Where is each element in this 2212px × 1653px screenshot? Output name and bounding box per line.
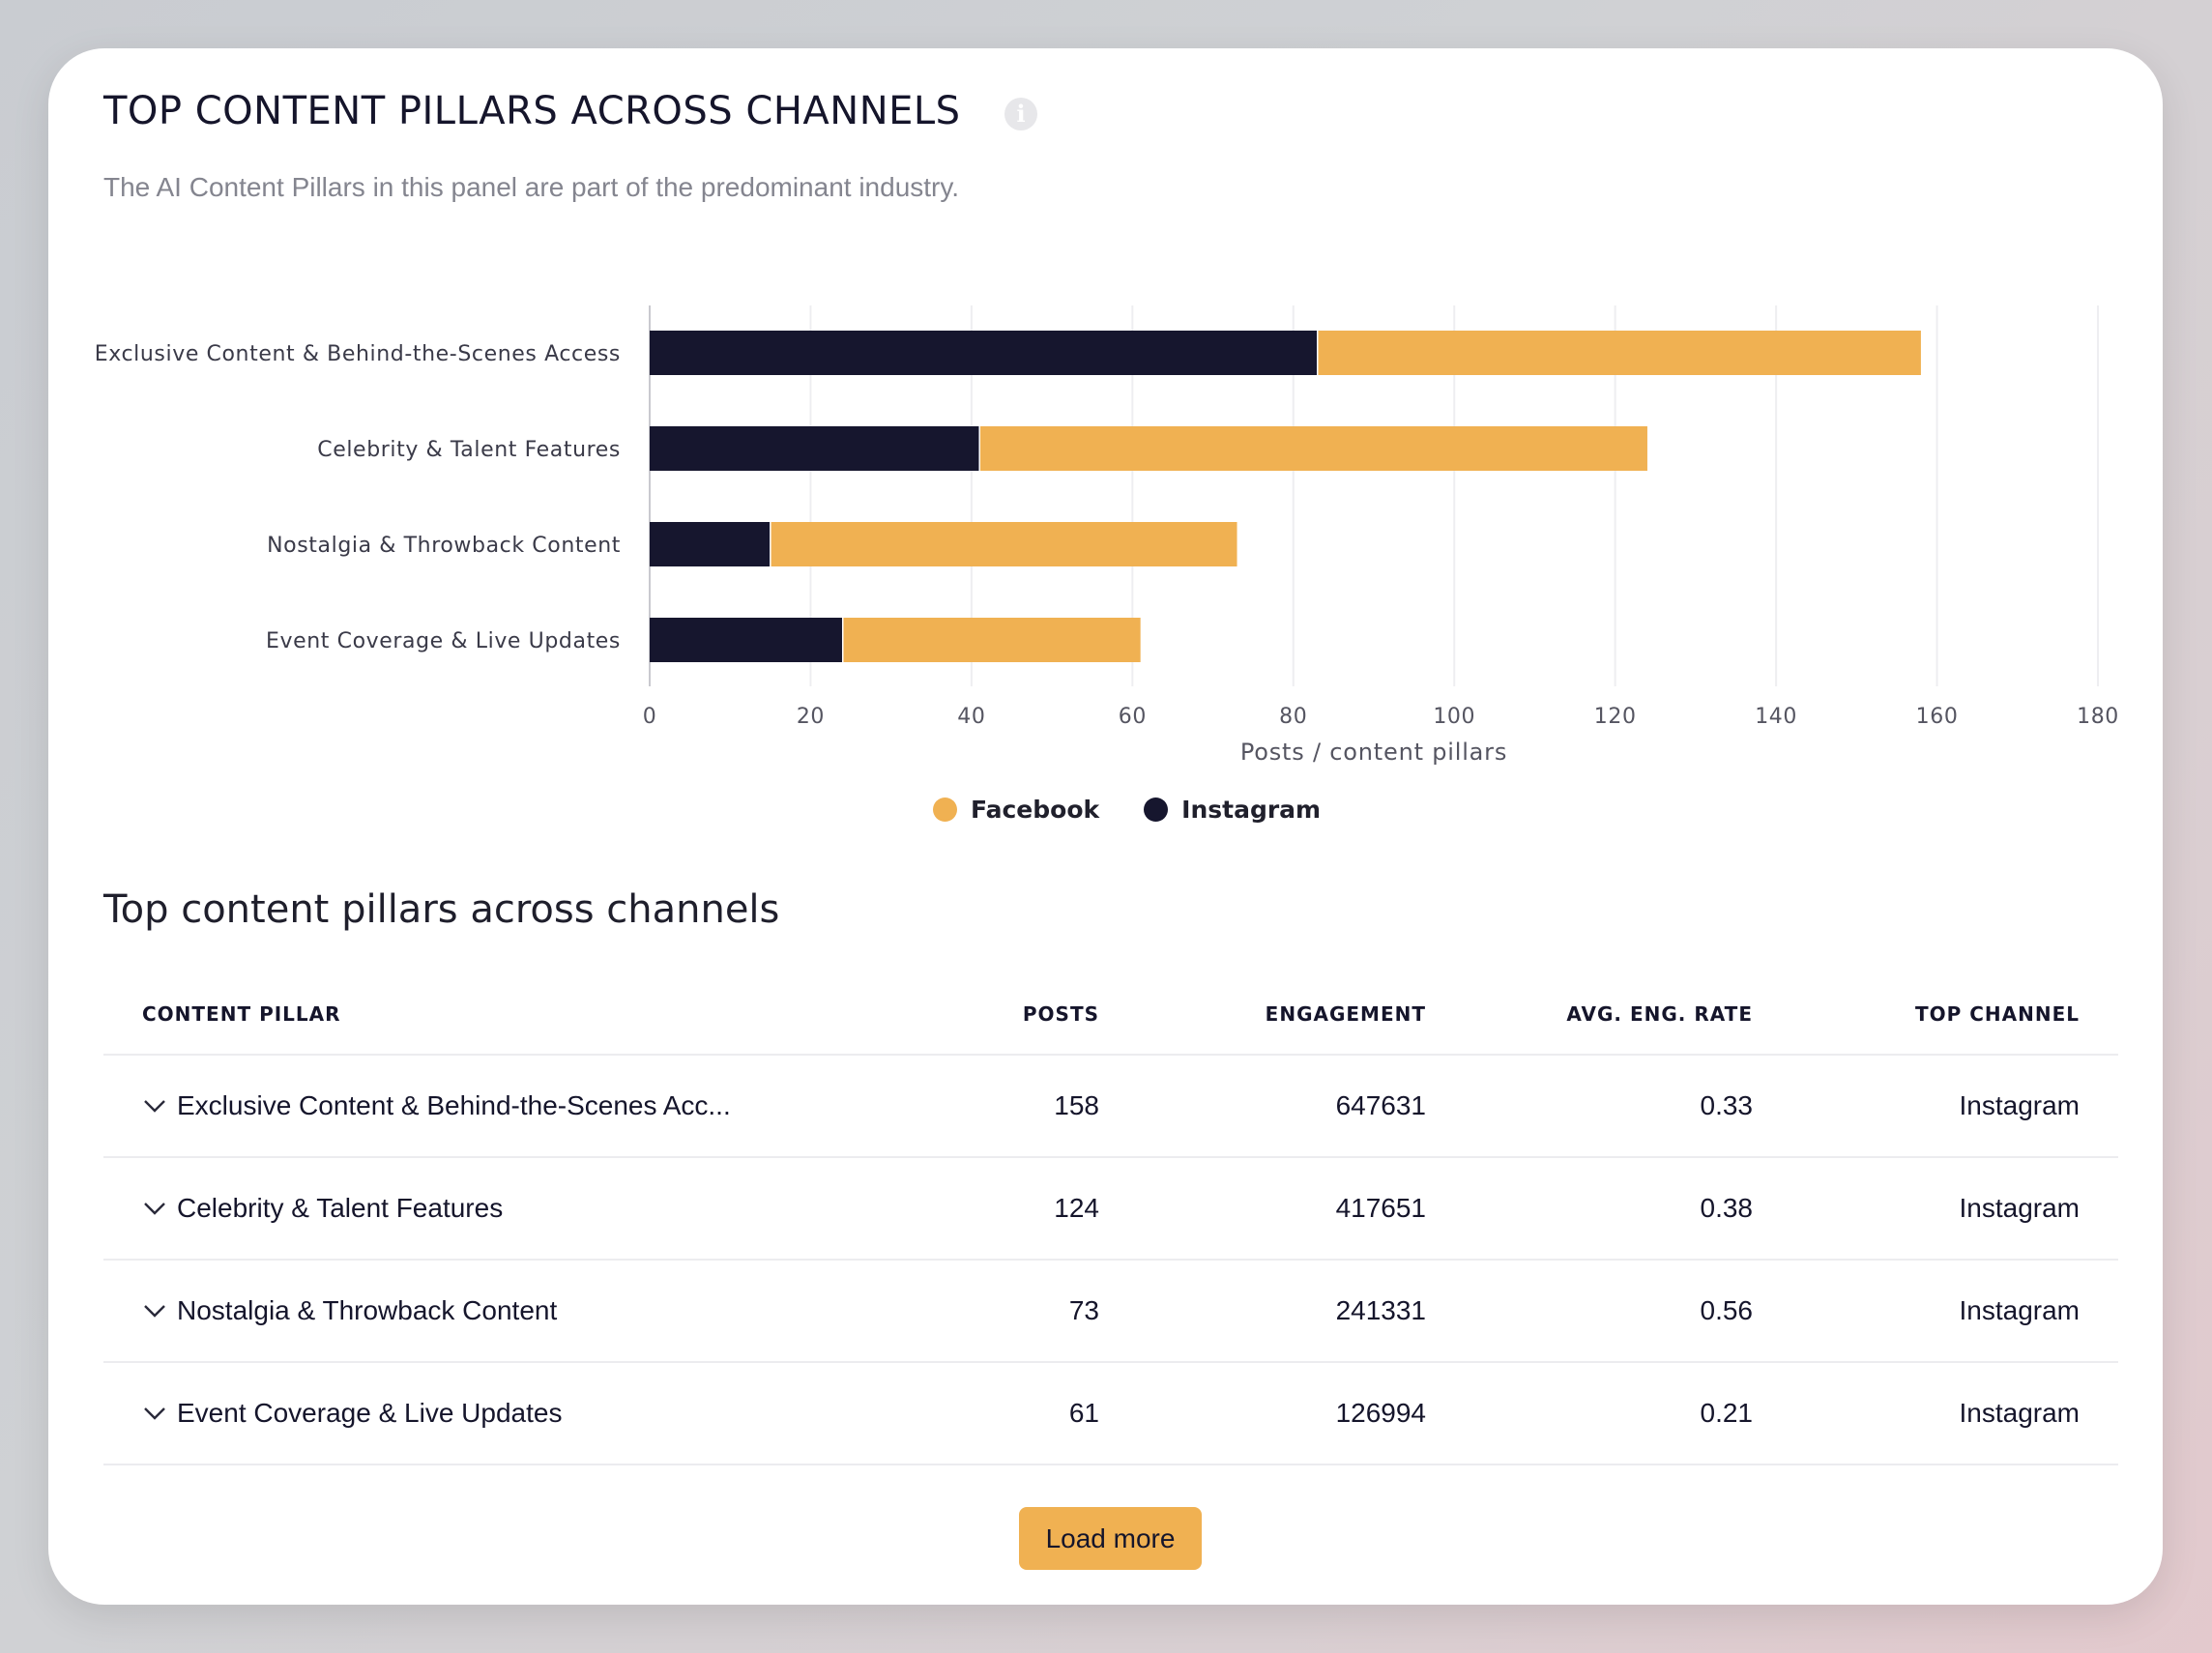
chart-legend: Facebook Instagram (933, 796, 1365, 824)
panel-subtitle: The AI Content Pillars in this panel are… (103, 172, 960, 202)
x-tick-label: 60 (1119, 705, 1147, 729)
bar-facebook (770, 522, 1237, 566)
bar-instagram (650, 331, 1318, 375)
legend-item-facebook[interactable]: Facebook (933, 796, 1099, 824)
x-tick-label: 140 (1755, 705, 1797, 729)
table-row[interactable]: Exclusive Content & Behind-the-Scenes Ac… (103, 1056, 2118, 1158)
instagram-legend-dot (1144, 798, 1169, 822)
posts-cell: 61 (1068, 1398, 1099, 1428)
header-posts[interactable]: POSTS (1022, 1002, 1099, 1026)
category-label: Event Coverage & Live Updates (266, 629, 621, 653)
rate-cell: 0.56 (1700, 1295, 1754, 1325)
channel-cell: Instagram (1959, 1295, 2081, 1325)
chevron-down-icon[interactable] (142, 1298, 167, 1323)
pillar-cell: Event Coverage & Live Updates (103, 1398, 1099, 1429)
facebook-legend-dot (933, 798, 957, 822)
pillar-name: Nostalgia & Throwback Content (177, 1295, 558, 1325)
engagement-cell: 417651 (1335, 1193, 1426, 1223)
table-row[interactable]: Celebrity & Talent Features 124 417651 0… (103, 1158, 2118, 1261)
table-title: Top content pillars across channels (103, 887, 780, 932)
x-tick-label: 80 (1279, 705, 1307, 729)
table-header: CONTENT PILLAR POSTS ENGAGEMENT AVG. ENG… (103, 974, 2118, 1056)
stacked-bar-chart: Exclusive Content & Behind-the-Scenes Ac… (95, 305, 2119, 766)
bar-instagram (650, 426, 980, 471)
posts-cell: 73 (1068, 1295, 1099, 1325)
engagement-cell: 647631 (1335, 1090, 1426, 1120)
channel-cell: Instagram (1959, 1193, 2081, 1223)
bar-instagram (650, 522, 771, 566)
x-tick-label: 100 (1433, 705, 1475, 729)
x-tick-label: 180 (2077, 705, 2119, 729)
pillar-cell: Celebrity & Talent Features (103, 1193, 1099, 1224)
header-avg-eng-rate[interactable]: AVG. ENG. RATE (1566, 1002, 1753, 1026)
content-pillars-table: CONTENT PILLAR POSTS ENGAGEMENT AVG. ENG… (103, 974, 2118, 1465)
legend-label-instagram: Instagram (1181, 796, 1322, 824)
x-tick-label: 160 (1916, 705, 1959, 729)
bar-facebook (979, 426, 1647, 471)
category-label: Celebrity & Talent Features (317, 438, 621, 462)
bar-instagram (650, 618, 843, 662)
posts-cell: 158 (1054, 1090, 1099, 1120)
panel-title: TOP CONTENT PILLARS ACROSS CHANNELS (103, 89, 961, 133)
x-tick-label: 40 (957, 705, 985, 729)
header-content-pillar[interactable]: CONTENT PILLAR (142, 1002, 341, 1026)
table-row[interactable]: Nostalgia & Throwback Content 73 241331 … (103, 1261, 2118, 1363)
rate-cell: 0.38 (1700, 1193, 1754, 1223)
table-row[interactable]: Event Coverage & Live Updates 61 126994 … (103, 1363, 2118, 1465)
load-more-button[interactable]: Load more (1019, 1507, 1202, 1570)
x-tick-label: 0 (643, 705, 657, 729)
category-label: Exclusive Content & Behind-the-Scenes Ac… (95, 342, 621, 366)
legend-label-facebook: Facebook (971, 796, 1100, 824)
header-top-channel[interactable]: TOP CHANNEL (1914, 1002, 2080, 1026)
posts-cell: 124 (1054, 1193, 1099, 1223)
legend-item-instagram[interactable]: Instagram (1144, 796, 1321, 824)
chevron-down-icon[interactable] (142, 1196, 167, 1221)
pillar-name: Exclusive Content & Behind-the-Scenes Ac… (177, 1090, 731, 1120)
rate-cell: 0.21 (1700, 1398, 1754, 1428)
pillar-cell: Exclusive Content & Behind-the-Scenes Ac… (103, 1090, 1099, 1121)
category-label: Nostalgia & Throwback Content (267, 534, 621, 558)
rate-cell: 0.33 (1700, 1090, 1754, 1120)
engagement-cell: 241331 (1335, 1295, 1426, 1325)
content-pillars-card (48, 48, 2163, 1605)
info-icon[interactable]: i (1004, 98, 1037, 130)
channel-cell: Instagram (1959, 1090, 2081, 1120)
engagement-cell: 126994 (1335, 1398, 1426, 1428)
channel-cell: Instagram (1959, 1398, 2081, 1428)
chevron-down-icon[interactable] (142, 1093, 167, 1118)
x-axis-label: Posts / content pillars (1240, 739, 1507, 766)
pillar-name: Event Coverage & Live Updates (177, 1398, 563, 1428)
pillar-cell: Nostalgia & Throwback Content (103, 1295, 1099, 1326)
pillar-name: Celebrity & Talent Features (177, 1193, 504, 1223)
x-tick-label: 20 (797, 705, 825, 729)
bar-facebook (1317, 331, 1921, 375)
bar-facebook (842, 618, 1141, 662)
x-tick-label: 120 (1594, 705, 1637, 729)
chevron-down-icon[interactable] (142, 1401, 167, 1426)
header-engagement[interactable]: ENGAGEMENT (1265, 1002, 1426, 1026)
